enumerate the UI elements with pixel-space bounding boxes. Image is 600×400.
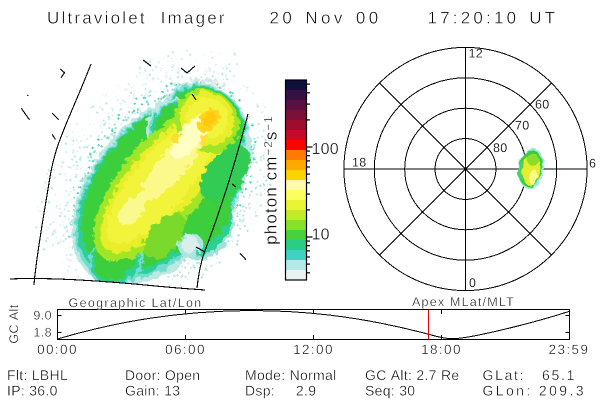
- svg-text:Seq: 30: Seq: 30: [365, 383, 415, 399]
- svg-text:9.0: 9.0: [33, 309, 52, 323]
- svg-text:GC Alt: GC Alt: [7, 304, 21, 343]
- svg-text:Ultraviolet Imager: Ultraviolet Imager: [47, 9, 227, 28]
- svg-text:80: 80: [493, 141, 508, 155]
- svg-text:Gain: 13: Gain: 13: [125, 383, 180, 399]
- svg-text:6: 6: [589, 157, 596, 171]
- svg-text:70: 70: [515, 119, 530, 133]
- svg-text:20 Nov 00: 20 Nov 00: [270, 9, 382, 28]
- svg-text:Apex MLat/MLT: Apex MLat/MLT: [412, 295, 515, 309]
- svg-text:12: 12: [469, 47, 484, 61]
- svg-text:GLat: 65.1: GLat: 65.1: [483, 367, 577, 383]
- svg-text:06:00: 06:00: [165, 342, 206, 357]
- svg-text:GLon: 209.3: GLon: 209.3: [483, 383, 586, 399]
- svg-text:Dsp: 2.9: Dsp: 2.9: [245, 383, 316, 399]
- svg-text:GC Alt: 2.7 Re: GC Alt: 2.7 Re: [365, 367, 459, 383]
- svg-text:00:00: 00:00: [37, 342, 78, 357]
- svg-text:Flt: LBHL: Flt: LBHL: [7, 367, 68, 383]
- svg-text:23:59: 23:59: [549, 342, 590, 357]
- svg-text:60: 60: [535, 98, 550, 112]
- svg-text:17:20:10 UT: 17:20:10 UT: [428, 9, 559, 28]
- svg-text:Door: Open: Door: Open: [125, 367, 200, 383]
- svg-text:IP: 36.0: IP: 36.0: [7, 383, 58, 399]
- svg-text:0: 0: [469, 276, 476, 290]
- svg-text:18: 18: [352, 156, 367, 170]
- svg-text:18:00: 18:00: [421, 342, 462, 357]
- svg-text:photon cm−2s−1: photon cm−2s−1: [262, 115, 281, 245]
- svg-text:Geographic Lat/Lon: Geographic Lat/Lon: [69, 296, 203, 310]
- svg-text:10: 10: [312, 227, 330, 244]
- svg-text:100: 100: [312, 141, 339, 158]
- svg-text:1.8: 1.8: [33, 326, 52, 340]
- svg-text:12:00: 12:00: [293, 342, 334, 357]
- svg-text:Mode: Normal: Mode: Normal: [245, 367, 337, 383]
